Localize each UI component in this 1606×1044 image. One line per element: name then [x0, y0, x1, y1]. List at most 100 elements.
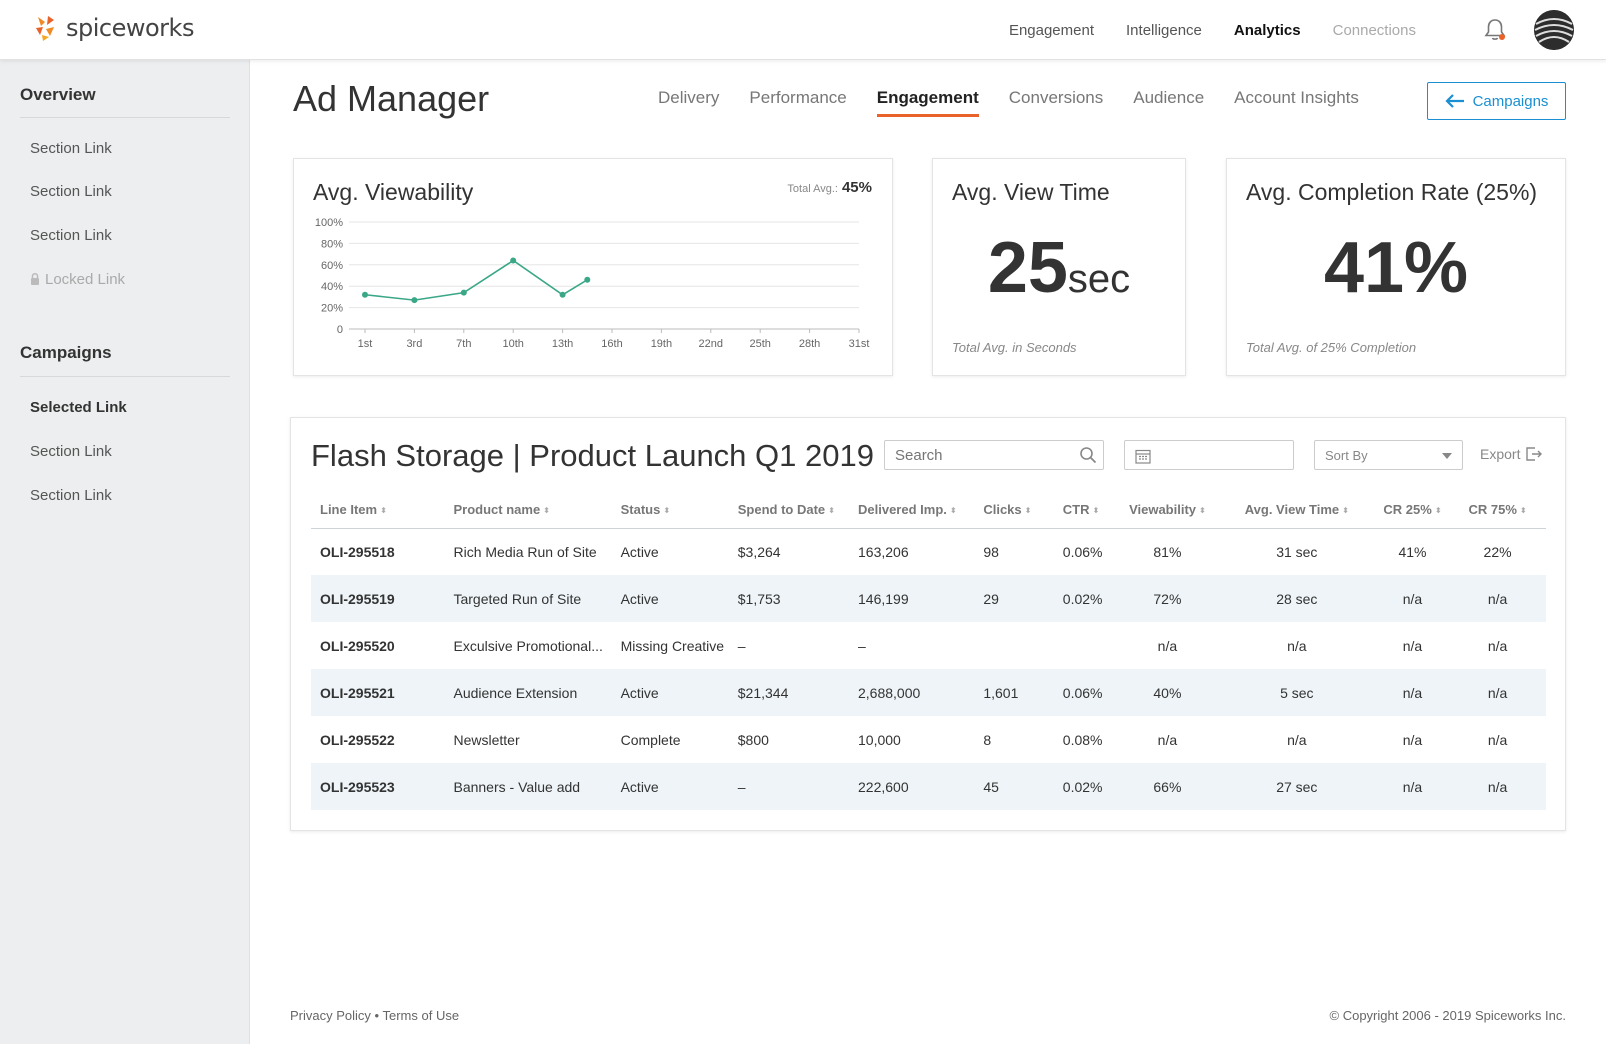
column-header[interactable]: CR 25% ⬍: [1375, 492, 1450, 529]
user-avatar[interactable]: [1534, 10, 1574, 50]
spiceworks-logo[interactable]: spiceworks: [32, 13, 194, 43]
column-header[interactable]: Delivered Imp. ⬍: [849, 492, 975, 529]
table-row[interactable]: OLI-295519 Targeted Run of Site Active $1,7…: [311, 575, 1546, 622]
sidebar-item-section-link[interactable]: Section Link: [30, 227, 112, 244]
search-input[interactable]: [884, 440, 1104, 470]
sort-icon[interactable]: ⬍: [1434, 506, 1442, 516]
sort-icon[interactable]: ⬍: [1199, 506, 1206, 516]
table-row[interactable]: OLI-295518 Rich Media Run of Site Active $3…: [311, 528, 1546, 575]
tab-engagement[interactable]: Engagement: [876, 88, 979, 117]
line-items-card: Flash Storage | Product Launch Q1 2019 S…: [290, 417, 1566, 831]
column-header-label: Status: [620, 502, 661, 518]
table-cell: 0.02%: [1053, 763, 1117, 810]
sort-icon[interactable]: ⬍: [1342, 506, 1349, 516]
sidebar-item-section-link[interactable]: Section Link: [30, 183, 112, 200]
table-cell: [1054, 622, 1117, 669]
table-cell: 66%: [1116, 763, 1218, 810]
calendar-icon: [1135, 449, 1151, 464]
avatar-pattern-icon: [1534, 10, 1574, 50]
table-cell: 27 sec: [1217, 763, 1376, 810]
copyright: © Copyright 2006 - 2019 Spiceworks Inc.: [1329, 1008, 1566, 1023]
sort-icon[interactable]: ⬍: [543, 506, 550, 516]
x-tick-label: 28th: [799, 338, 820, 350]
footer-separator: •: [374, 1008, 380, 1023]
privacy-policy-link[interactable]: Privacy Policy: [290, 1008, 371, 1023]
column-header-label: Avg. View Time: [1244, 502, 1340, 518]
export-button[interactable]: Export: [1480, 446, 1543, 462]
table-cell: n/a: [1402, 637, 1423, 654]
tab-performance[interactable]: Performance: [749, 88, 847, 107]
table-cell: 0.06%: [1053, 669, 1117, 716]
campaigns-back-button[interactable]: Campaigns: [1427, 82, 1566, 120]
table-cell: Complete: [620, 731, 681, 748]
column-header[interactable]: Status ⬍: [611, 492, 729, 529]
sort-icon[interactable]: ⬍: [1024, 506, 1032, 516]
table-row[interactable]: OLI-295520 Exculsive Promotional... Missin…: [311, 622, 1546, 669]
completion-value: 41%: [1323, 228, 1469, 308]
completion-title: Avg. Completion Rate (25%): [1246, 179, 1538, 205]
table-cell: 29: [974, 575, 1054, 622]
sort-by-dropdown[interactable]: Sort By: [1314, 440, 1463, 470]
column-header[interactable]: CTR ⬍: [1053, 492, 1117, 529]
sort-icon[interactable]: ⬍: [1519, 506, 1527, 516]
table-cell: 31 sec: [1276, 543, 1318, 560]
column-header[interactable]: Line Item ⬍: [311, 492, 445, 529]
table-row[interactable]: OLI-295523 Banners - Value add Active –222,…: [311, 763, 1546, 810]
sort-icon[interactable]: ⬍: [828, 506, 835, 516]
notification-bell-icon[interactable]: [1484, 18, 1506, 42]
column-header[interactable]: Spend to Date ⬍: [728, 492, 849, 529]
tab-delivery[interactable]: Delivery: [658, 88, 720, 107]
sidebar-item-section-link[interactable]: Section Link: [30, 140, 112, 157]
sort-icon[interactable]: ⬍: [380, 506, 387, 516]
brand-name: spiceworks: [66, 14, 194, 42]
campaigns-button-label: Campaigns: [1472, 92, 1549, 110]
column-header[interactable]: Clicks ⬍: [974, 492, 1054, 529]
table-cell: OLI-295518: [320, 543, 395, 560]
data-point[interactable]: [559, 291, 566, 298]
column-header[interactable]: Viewability ⬍: [1116, 492, 1218, 529]
x-tick-label: 7th: [456, 338, 471, 350]
table-cell: $1,753: [728, 575, 849, 622]
data-point[interactable]: [460, 289, 467, 296]
terms-of-use-link[interactable]: Terms of Use: [382, 1008, 460, 1023]
topnav-connections[interactable]: Connections: [1332, 21, 1416, 39]
arrow-left-icon: [1445, 94, 1464, 108]
view-time-title: Avg. View Time: [952, 179, 1110, 205]
topnav-intelligence[interactable]: Intelligence: [1126, 21, 1202, 39]
date-range-input[interactable]: [1124, 440, 1294, 470]
sidebar: Overview Section Link Section Link Secti…: [0, 60, 250, 1044]
table-cell: OLI-295522: [320, 731, 395, 748]
sort-icon[interactable]: ⬍: [949, 506, 957, 516]
sidebar-item-selected-link[interactable]: Selected Link: [30, 399, 127, 416]
data-point[interactable]: [362, 291, 368, 298]
table-cell: n/a: [1157, 637, 1178, 654]
table-cell: n/a: [1375, 763, 1450, 810]
sort-icon[interactable]: ⬍: [1092, 506, 1100, 516]
table-cell: Active: [611, 575, 729, 622]
search-icon[interactable]: [1079, 446, 1097, 464]
data-point[interactable]: [411, 297, 418, 304]
data-point[interactable]: [510, 257, 517, 264]
tab-conversions[interactable]: Conversions: [1008, 88, 1104, 107]
sidebar-item-section-link[interactable]: Section Link: [30, 487, 112, 504]
table-row[interactable]: OLI-295521 Audience Extension Active $21,34…: [311, 669, 1546, 716]
table-cell: Active: [620, 543, 659, 560]
table-row[interactable]: OLI-295522 Newsletter Complete $800 10,000 8 0…: [311, 716, 1546, 763]
sort-icon[interactable]: ⬍: [663, 506, 671, 516]
data-point[interactable]: [584, 276, 591, 283]
column-header[interactable]: Avg. View Time ⬍: [1217, 492, 1376, 529]
column-header-label: CR 25%: [1383, 502, 1432, 518]
tab-audience[interactable]: Audience: [1133, 88, 1205, 107]
table-cell: Banners - Value add: [444, 763, 612, 810]
table-cell: Active: [611, 763, 729, 810]
sidebar-item-section-link[interactable]: Section Link: [30, 443, 112, 460]
column-header-label: Spend to Date: [737, 502, 826, 518]
column-header[interactable]: CR 75% ⬍: [1449, 492, 1546, 529]
table-cell: n/a: [1375, 575, 1450, 622]
table-cell: 72%: [1116, 575, 1218, 622]
table-cell: –: [737, 637, 746, 654]
tab-account-insights[interactable]: Account Insights: [1234, 88, 1359, 107]
column-header[interactable]: Product name ⬍: [444, 492, 612, 529]
topnav-analytics[interactable]: Analytics: [1233, 21, 1301, 39]
topnav-engagement[interactable]: Engagement: [1008, 21, 1095, 39]
